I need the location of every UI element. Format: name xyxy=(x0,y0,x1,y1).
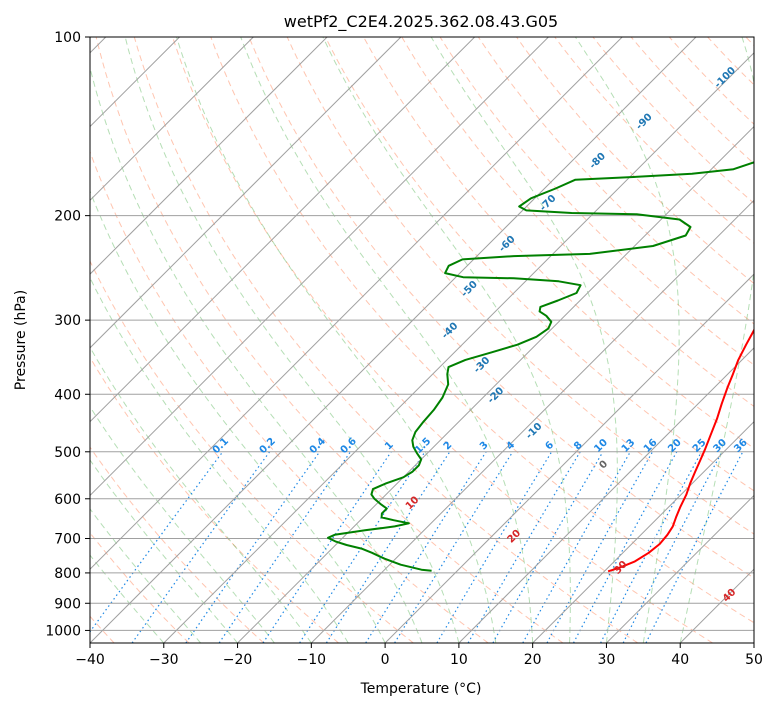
dry-adiabat xyxy=(477,37,754,325)
mixing-ratio-line xyxy=(185,451,321,643)
isotherm-line xyxy=(90,37,402,349)
dry-adiabat xyxy=(90,446,265,643)
moist-adiabat xyxy=(90,405,275,643)
moist-adiabat xyxy=(90,508,202,643)
isotherm-line xyxy=(90,37,623,570)
x-tick-label: 50 xyxy=(745,652,763,668)
isotherm-line xyxy=(90,37,254,202)
isotherm-line xyxy=(532,420,754,643)
x-tick-label: −10 xyxy=(297,652,327,668)
isotherm-line xyxy=(310,199,754,643)
moist-adiabat xyxy=(90,65,423,643)
x-tick-label: 40 xyxy=(671,652,689,668)
temperature-line xyxy=(607,328,754,573)
dry-adiabat xyxy=(248,37,754,579)
isotherm-line xyxy=(606,494,754,643)
dry-adiabat xyxy=(516,37,754,285)
moist-adiabat xyxy=(90,276,349,643)
moist-adiabat xyxy=(240,37,534,643)
moist-adiabat xyxy=(124,37,460,643)
x-tick-label: 10 xyxy=(450,652,468,668)
isotherm-line xyxy=(384,273,754,643)
y-tick-label: 300 xyxy=(54,313,81,329)
sounding-series xyxy=(327,161,754,573)
mixing-ratio-line xyxy=(600,451,703,643)
y-tick-label: 600 xyxy=(54,492,81,508)
dry-adiabat xyxy=(172,37,713,643)
dry-adiabats xyxy=(90,37,754,643)
moist-adiabat xyxy=(90,189,386,643)
moist-adiabat xyxy=(322,37,571,643)
dry-adiabat xyxy=(133,37,639,643)
moist-adiabat xyxy=(430,37,618,643)
isotherm-line xyxy=(90,37,476,423)
mixing-ratio-line xyxy=(299,451,426,643)
x-tick-label: 30 xyxy=(598,652,616,668)
x-tick-label: 0 xyxy=(381,652,390,668)
dry-adiabat xyxy=(210,37,754,624)
dry-adiabat xyxy=(286,37,754,535)
mixing-ratio-line xyxy=(365,451,487,643)
y-tick-label: 1000 xyxy=(45,623,81,639)
x-tick-label: −40 xyxy=(75,652,105,668)
plot-frame xyxy=(89,36,755,644)
y-axis-ticks: 100 200 300 400 500 600 700 800 900 1000 xyxy=(45,30,90,639)
chart-title: wetPf2_C2E4.2025.362.08.43.G05 xyxy=(284,12,558,32)
mixing-ratio-line xyxy=(436,451,553,643)
moist-adiabat xyxy=(574,37,680,643)
dry-adiabat xyxy=(95,37,564,643)
isotherm-line xyxy=(90,37,697,643)
plot-area: 0.1 0.2 0.4 0.6 1 1.5 2 3 4 6 8 10 13 16 20 25 30 3610203… xyxy=(90,37,754,643)
x-axis-label: Temperature (°C) xyxy=(360,681,482,697)
y-tick-label: 400 xyxy=(54,387,81,403)
isotherm-line xyxy=(90,37,328,275)
moist-adiabat xyxy=(90,554,165,643)
y-axis-label: Pressure (hPa) xyxy=(13,290,29,390)
isobars xyxy=(90,37,754,631)
y-tick-label: 800 xyxy=(54,566,81,582)
isotherm-line xyxy=(163,52,754,643)
mixing-ratio-line xyxy=(325,451,451,643)
y-tick-label: 200 xyxy=(54,209,81,225)
x-axis-ticks: −40 −30 −20 −10 0 10 20 30 40 50 xyxy=(75,643,763,668)
y-tick-label: 900 xyxy=(54,596,81,612)
x-tick-label: −30 xyxy=(149,652,179,668)
mixing-ratio-line xyxy=(218,451,351,643)
x-tick-label: −20 xyxy=(223,652,253,668)
moist-adiabat xyxy=(176,37,497,643)
dewpoint-line xyxy=(327,161,754,572)
mixing-ratio-line xyxy=(467,451,581,643)
moist-adiabat xyxy=(90,459,238,643)
mixing-ratio-line xyxy=(572,451,678,643)
dry-adiabat xyxy=(324,37,754,492)
y-tick-label: 500 xyxy=(54,445,81,461)
x-tick-label: 20 xyxy=(524,652,542,668)
isotherm-line xyxy=(458,347,754,643)
y-tick-label: 700 xyxy=(54,532,81,548)
dry-adiabat xyxy=(90,259,414,643)
moist-adiabat xyxy=(679,37,754,643)
y-tick-label: 100 xyxy=(54,30,81,46)
moist-adiabats xyxy=(90,37,754,643)
mixing-ratio-line xyxy=(262,451,392,643)
isotherm-line xyxy=(90,37,549,497)
